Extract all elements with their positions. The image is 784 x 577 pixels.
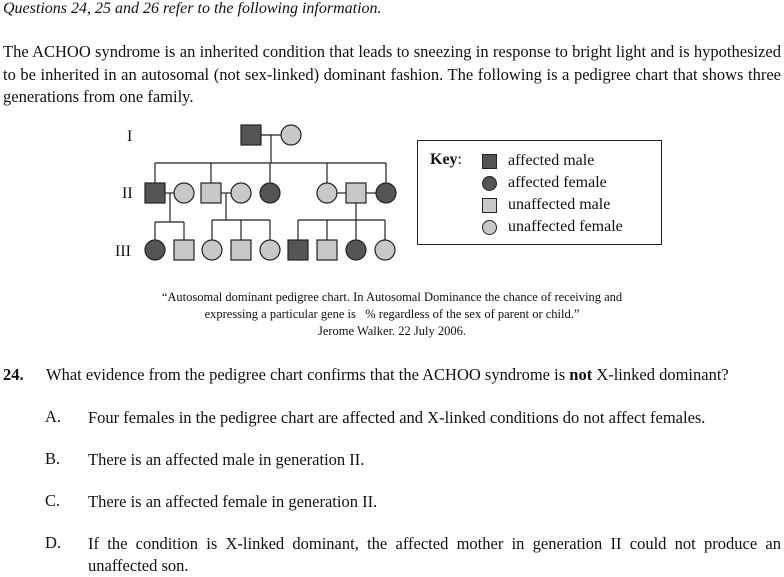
caption-line-2: expressing a particular gene is % regard…	[204, 307, 580, 321]
generation-label-2: II	[122, 185, 133, 202]
gen3-unaffected-female	[201, 239, 223, 261]
option-c-letter: C.	[45, 491, 61, 510]
key-item-affected-male: affected male	[482, 152, 594, 170]
gen2-unaffected-male	[200, 182, 222, 204]
key-item-unaffected-female: unaffected female	[482, 218, 623, 236]
option-c-text: There is an affected female in generatio…	[88, 492, 378, 511]
affected-male-symbol-icon	[482, 153, 497, 169]
option-b-letter: B.	[45, 449, 61, 468]
key-title: Key:	[430, 151, 462, 168]
key-item-affected-female: affected female	[482, 174, 607, 192]
gen3-affected-female	[345, 239, 367, 261]
question-number: 24.	[3, 365, 24, 384]
gen2-unaffected-female	[316, 182, 338, 204]
intro-paragraph: The ACHOO syndrome is an inherited condi…	[3, 42, 781, 106]
gen3-affected-male	[287, 239, 309, 261]
gen3-unaffected-male	[230, 239, 252, 261]
unaffected-male-symbol-icon	[482, 197, 497, 213]
unaffected-female-symbol-icon	[482, 219, 497, 235]
gen2-unaffected-male	[345, 182, 367, 204]
pedigree-lines	[154, 134, 387, 240]
gen1-affected-male	[240, 124, 262, 146]
figure-caption: “Autosomal dominant pedigree chart. In A…	[120, 289, 664, 340]
pedigree-key: Key: affected male affected female unaff…	[417, 140, 662, 245]
pedigree-individuals	[144, 124, 397, 261]
option-a-letter: A.	[45, 407, 62, 426]
gen3-affected-female	[144, 239, 166, 261]
gen3-unaffected-female	[374, 239, 396, 261]
gen2-affected-male	[144, 182, 166, 204]
affected-female-symbol-icon	[482, 175, 497, 191]
gen2-unaffected-female	[230, 182, 252, 204]
generation-label-3: III	[115, 243, 131, 260]
option-b-text: There is an affected male in generation …	[88, 450, 365, 469]
gen3-unaffected-female	[259, 239, 281, 261]
gen3-unaffected-male	[316, 239, 338, 261]
option-a-text: Four females in the pedigree chart are a…	[88, 408, 706, 427]
caption-line-1: “Autosomal dominant pedigree chart. In A…	[161, 290, 623, 304]
question-set-header: Questions 24, 25 and 26 refer to the fol…	[3, 0, 382, 17]
option-d-text: If the condition is X-linked dominant, t…	[88, 534, 781, 575]
gen1-unaffected-female	[280, 124, 302, 146]
gen3-unaffected-male	[173, 239, 195, 261]
caption-citation: Jerome Walker. 22 July 2006.	[317, 324, 467, 338]
question-text: What evidence from the pedigree chart co…	[46, 365, 729, 384]
gen2-affected-female	[259, 182, 281, 204]
key-item-unaffected-male: unaffected male	[482, 196, 610, 214]
option-d-letter: D.	[45, 533, 62, 552]
gen2-unaffected-female	[173, 182, 195, 204]
gen2-affected-female	[375, 182, 397, 204]
generation-label-1: I	[127, 128, 132, 145]
